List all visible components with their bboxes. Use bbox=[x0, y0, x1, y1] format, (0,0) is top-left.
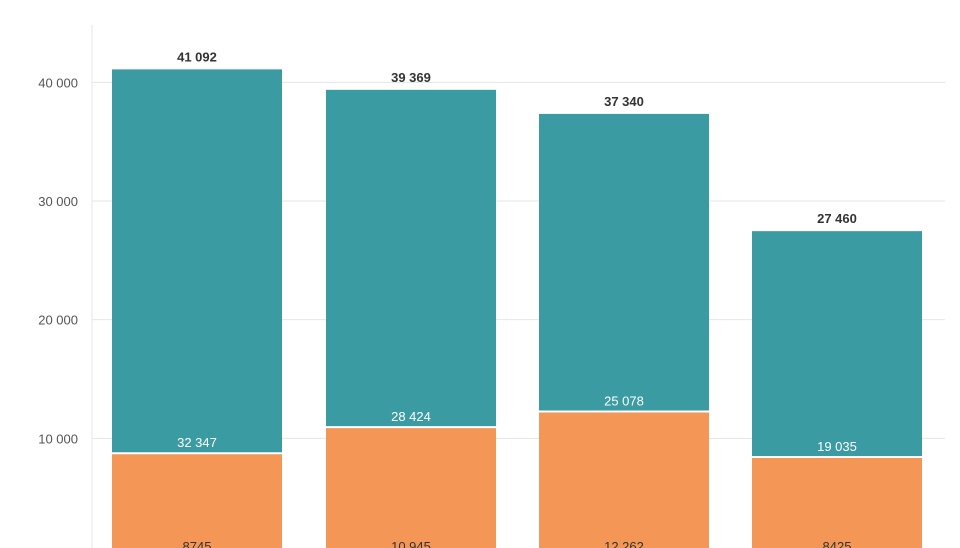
bar-segment-upper-label: 32 347 bbox=[177, 435, 217, 450]
bar-segment-upper bbox=[326, 89, 496, 428]
bar-segment-lower bbox=[752, 457, 922, 548]
bar-segment-upper-label: 19 035 bbox=[817, 439, 857, 454]
y-tick-label: 20 000 bbox=[38, 313, 78, 328]
bar-segment-lower-label: 12 262 bbox=[604, 539, 644, 548]
bar-segment-lower bbox=[326, 427, 496, 548]
bar-total-label: 37 340 bbox=[604, 94, 644, 109]
bar-segment-upper bbox=[752, 231, 922, 458]
bar-total-label: 41 092 bbox=[177, 49, 217, 64]
bar-total-label: 27 460 bbox=[817, 211, 857, 226]
bar-segment-lower-label: 10 945 bbox=[391, 539, 431, 548]
bar-segment-lower bbox=[539, 411, 709, 548]
bar-segment-lower-label: 8425 bbox=[823, 539, 852, 548]
bar-total-label: 39 369 bbox=[391, 70, 431, 85]
bar-segment-upper bbox=[112, 69, 282, 454]
bar-segment-lower bbox=[112, 453, 282, 548]
bar-segment-upper bbox=[539, 113, 709, 412]
y-tick-label: 40 000 bbox=[38, 75, 78, 90]
bar-segment-upper-label: 25 078 bbox=[604, 393, 644, 408]
y-tick-label: 10 000 bbox=[38, 431, 78, 446]
bar-segment-upper-label: 28 424 bbox=[391, 409, 431, 424]
y-tick-label: 30 000 bbox=[38, 194, 78, 209]
bar-segment-lower-label: 8745 bbox=[183, 539, 212, 548]
